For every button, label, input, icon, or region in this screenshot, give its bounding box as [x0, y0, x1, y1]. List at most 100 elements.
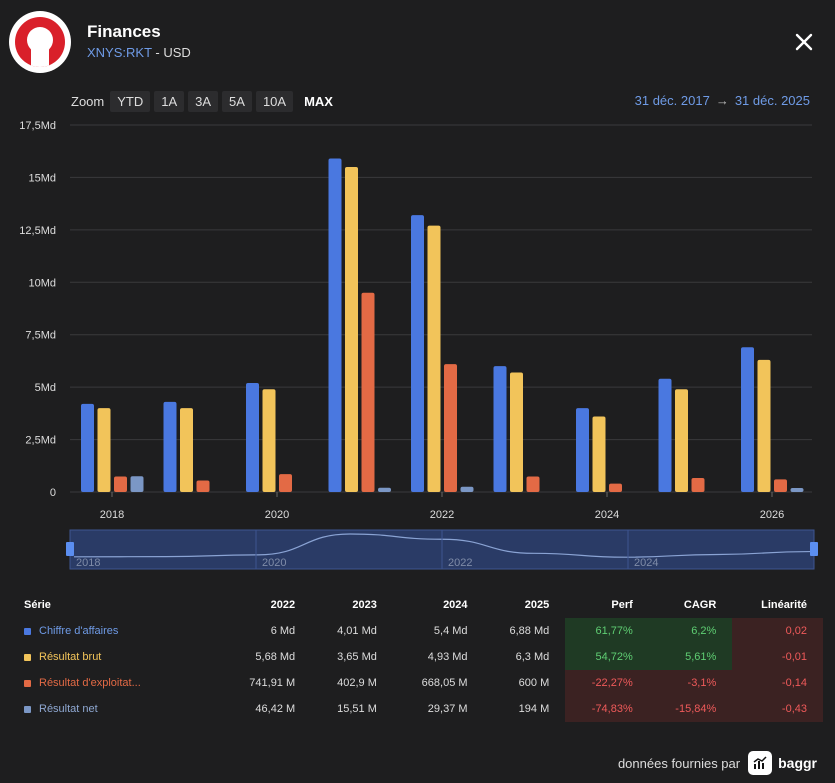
- bar-2022-s3[interactable]: [460, 486, 474, 492]
- col-cagr: CAGR: [683, 599, 717, 611]
- series-label[interactable]: Chiffre d'affaires: [39, 625, 119, 637]
- value-cell: 5,4 Md: [433, 625, 468, 637]
- bar-2026-s3[interactable]: [790, 488, 804, 492]
- x-tick-label: 2018: [100, 509, 124, 521]
- y-tick-label: 0: [50, 487, 56, 499]
- bar-2019-s1[interactable]: [180, 408, 193, 492]
- zoom-3a-button[interactable]: 3A: [188, 91, 219, 112]
- y-tick-label: 10Md: [28, 277, 56, 289]
- zoom-ytd-button[interactable]: YTD: [110, 91, 151, 112]
- bar-2020-s1[interactable]: [262, 389, 276, 492]
- series-label[interactable]: Résultat brut: [39, 651, 102, 663]
- range-end[interactable]: 31 déc. 2025: [734, 93, 810, 108]
- bar-chart: 0 2,5Md 5Md 7,5Md 10Md 12,5Md 15Md 17,5Md 2018 2…: [19, 120, 818, 570]
- navigator-label: 2018: [76, 557, 100, 569]
- bar-2024-s0[interactable]: [576, 408, 589, 492]
- ticker-link[interactable]: XNYS:RKT: [87, 45, 152, 60]
- series-name[interactable]: Résultat d'exploitat...: [20, 670, 220, 696]
- baggr-logo-icon[interactable]: [748, 751, 773, 775]
- series-name[interactable]: Résultat net: [20, 696, 220, 722]
- bar-2025-s1[interactable]: [675, 389, 688, 492]
- bar-2021-s2[interactable]: [361, 292, 375, 492]
- perf-cell: -22,27%: [565, 670, 649, 696]
- bar-2025-s2[interactable]: [691, 477, 705, 492]
- value-cell: 29,37 M: [427, 703, 468, 715]
- zoom-controls: Zoom YTD 1A 3A 5A 10A MAX: [71, 91, 340, 112]
- bar-2019-s0[interactable]: [163, 401, 177, 492]
- date-range[interactable]: 31 déc. 2017 → 31 déc. 2025: [635, 93, 810, 108]
- bar-2019-s2[interactable]: [196, 480, 210, 492]
- bar-2021-s3[interactable]: [378, 487, 391, 492]
- bar-2023-s1[interactable]: [510, 372, 523, 492]
- ticker-line: XNYS:RKT - USD: [87, 45, 191, 60]
- zoom-label: Zoom: [71, 94, 105, 109]
- bar-2023-s0[interactable]: [493, 366, 507, 492]
- bar-2018-s1[interactable]: [97, 408, 111, 492]
- navigator-label: 2020: [262, 557, 286, 569]
- bar-2021-s0[interactable]: [328, 158, 342, 492]
- value-cell: 4,93 Md: [427, 651, 468, 663]
- bar-2026-s1[interactable]: [757, 359, 771, 492]
- bar-2022-s2[interactable]: [444, 364, 457, 492]
- value-cell: 4,01 Md: [337, 625, 377, 637]
- navigator-label: 2022: [448, 557, 472, 569]
- table-row: Chiffre d'affaires 6 Md 4,01 Md 5,4 Md 6,88 …: [20, 618, 823, 644]
- series-name[interactable]: Chiffre d'affaires: [20, 618, 220, 644]
- x-tick-label: 2020: [265, 509, 289, 521]
- series-label[interactable]: Résultat d'exploitat...: [39, 677, 141, 689]
- bar-2024-s2[interactable]: [609, 483, 622, 492]
- value-cell: 402,9 M: [337, 677, 377, 689]
- x-tick-label: 2022: [430, 509, 454, 521]
- zoom-5a-button[interactable]: 5A: [222, 91, 252, 112]
- navigator-right-handle[interactable]: [810, 542, 818, 556]
- credit-text: données fournies par: [617, 755, 741, 771]
- bar-2026-s2[interactable]: [774, 479, 787, 492]
- range-start[interactable]: 31 déc. 2017: [634, 93, 710, 108]
- y-tick-label: 15Md: [28, 172, 56, 184]
- bar-2020-s2[interactable]: [279, 474, 292, 492]
- zoom-max-button[interactable]: MAX: [304, 94, 333, 109]
- bar-2018-s0[interactable]: [81, 403, 94, 492]
- bar-2022-s0[interactable]: [411, 215, 424, 493]
- bar-2018-s3[interactable]: [130, 476, 144, 492]
- perf-cell: 61,77%: [565, 618, 649, 644]
- value-cell: 194 M: [518, 703, 550, 715]
- value-cell: 3,65 Md: [337, 651, 377, 663]
- page-title: Finances: [87, 22, 161, 41]
- bar-2018-s2[interactable]: [114, 476, 127, 492]
- col-perf: Perf: [611, 599, 633, 611]
- bar-2022-s1[interactable]: [427, 225, 441, 493]
- perf-cell: 54,72%: [565, 644, 649, 670]
- table-header-row: Série 2022 2023 2024 2025 Perf CAGR Liné…: [20, 592, 823, 618]
- cagr-cell: -15,84%: [648, 696, 733, 722]
- cagr-cell: 6,2%: [648, 618, 733, 644]
- value-cell: 600 M: [518, 677, 550, 689]
- value-cell: 668,05 M: [421, 677, 468, 689]
- bar-2024-s1[interactable]: [592, 416, 606, 492]
- value-cell: 15,51 M: [337, 703, 377, 715]
- bar-2023-s2[interactable]: [526, 476, 540, 492]
- series-name[interactable]: Résultat brut: [20, 644, 220, 670]
- col-2022: 2022: [270, 599, 296, 611]
- bar-2026-s0[interactable]: [741, 347, 754, 492]
- zoom-1a-button[interactable]: 1A: [154, 91, 185, 112]
- table-row: Résultat brut 5,68 Md 3,65 Md 4,93 Md 6,3 Md…: [20, 644, 823, 670]
- value-cell: 741,91 M: [249, 677, 296, 689]
- lin-cell: 0,02: [732, 618, 823, 644]
- zoom-10a-button[interactable]: 10A: [255, 91, 294, 112]
- bar-2025-s0[interactable]: [658, 378, 672, 492]
- bar-2020-s0[interactable]: [246, 382, 259, 492]
- close-icon[interactable]: [790, 28, 818, 56]
- col-2023: 2023: [352, 599, 377, 611]
- col-2025: 2025: [524, 599, 550, 611]
- series-label[interactable]: Résultat net: [39, 703, 98, 715]
- value-cell: 6,88 Md: [509, 625, 550, 637]
- baggr-brand[interactable]: baggr: [778, 755, 817, 771]
- y-tick-label: 5Md: [35, 382, 56, 394]
- table-row: Résultat d'exploitat... 741,91 M 402,9 M 66…: [20, 670, 823, 696]
- navigator-left-handle[interactable]: [66, 542, 74, 556]
- company-logo: [9, 11, 71, 73]
- navigator-label: 2024: [634, 557, 658, 569]
- bar-2021-s1[interactable]: [345, 166, 358, 492]
- currency-label: USD: [163, 45, 191, 60]
